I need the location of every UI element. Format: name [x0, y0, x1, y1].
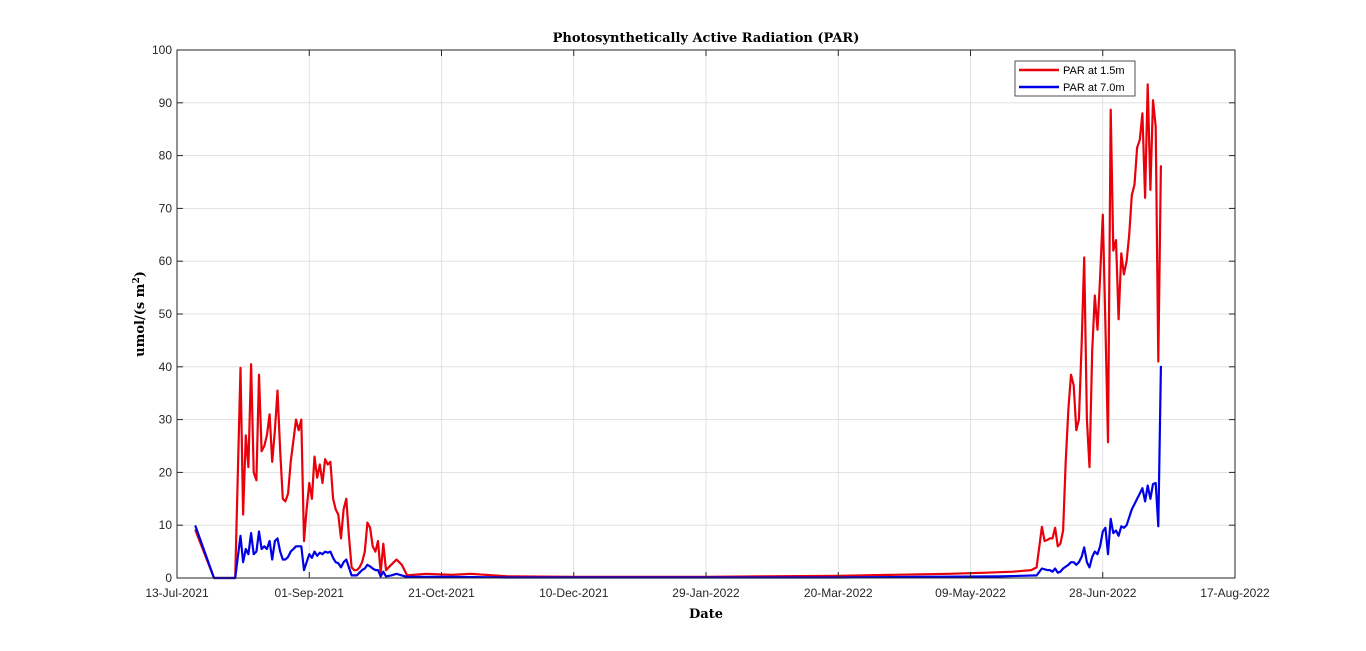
x-tick-label: 20-Mar-2022 [804, 586, 873, 600]
x-tick-label: 10-Dec-2021 [539, 586, 609, 600]
y-tick-label: 60 [159, 254, 173, 268]
y-tick-label: 30 [159, 413, 173, 427]
y-tick-label: 10 [159, 518, 173, 532]
grid-lines [176, 49, 1236, 579]
y-tick-label: 80 [159, 149, 173, 163]
y-axis-label-superscript: 2 [132, 277, 142, 283]
series-layer [194, 83, 1163, 580]
legend-label-par-7-0m: PAR at 7.0m [1063, 82, 1125, 94]
x-axis-ticks: 13-Jul-2021 01-Sep-2021 21-Oct-2021 10-Dec-… [145, 50, 1270, 600]
legend-box [1014, 60, 1136, 97]
x-tick-label: 17-Aug-2022 [1200, 586, 1270, 600]
x-tick-label: 28-Jun-2022 [1069, 586, 1137, 600]
x-tick-label: 01-Sep-2021 [275, 586, 345, 600]
x-tick-label: 29-Jan-2022 [672, 586, 740, 600]
x-axis-label: Date [689, 607, 723, 622]
y-tick-label: 20 [159, 465, 173, 479]
y-axis-ticks: 0 10 20 30 40 50 60 70 80 90 100 [152, 43, 1235, 585]
y-axis-label: umol/(s m2) [132, 271, 148, 357]
chart-title: Photosynthetically Active Radiation (PAR… [553, 31, 860, 46]
y-tick-label: 50 [159, 307, 173, 321]
y-axis-label-main: umol/(s m [133, 283, 148, 357]
legend-label-par-1-5m: PAR at 1.5m [1063, 65, 1125, 77]
y-tick-label: 100 [152, 43, 172, 57]
y-axis-label-close: ) [133, 271, 148, 277]
series-line-par-at-7-0m [194, 365, 1163, 580]
x-tick-label: 21-Oct-2021 [408, 586, 475, 600]
y-tick-label: 90 [159, 96, 173, 110]
legend: PAR at 1.5m PAR at 7.0m [1014, 60, 1136, 97]
x-tick-label: 09-May-2022 [935, 586, 1006, 600]
y-tick-label: 40 [159, 360, 173, 374]
y-tick-label: 0 [165, 571, 172, 585]
x-tick-label: 13-Jul-2021 [145, 586, 209, 600]
y-tick-label: 70 [159, 201, 173, 215]
series-line-par-at-1-5m [194, 83, 1163, 580]
